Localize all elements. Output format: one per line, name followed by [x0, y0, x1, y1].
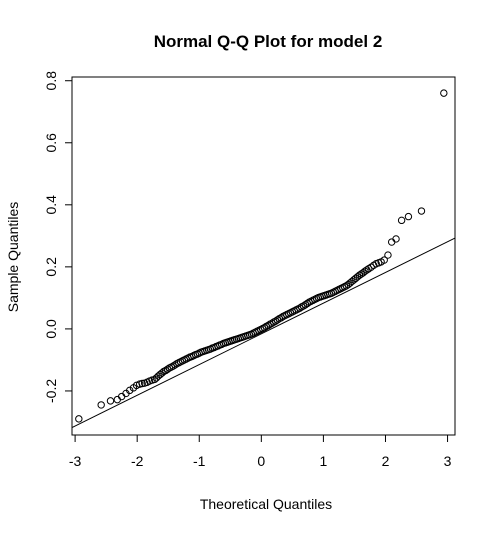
data-point — [273, 316, 282, 324]
data-point — [440, 89, 448, 97]
reference-line-group — [71, 237, 456, 428]
data-point — [384, 251, 392, 259]
x-tick-label: 3 — [444, 453, 452, 469]
x-tick-label: 1 — [320, 453, 328, 469]
data-point — [268, 319, 276, 328]
x-tick-label: -2 — [131, 453, 144, 469]
y-tick-label: 0.0 — [43, 319, 59, 339]
y-tick-label: 0.6 — [43, 133, 59, 153]
chart-title: Normal Q-Q Plot for model 2 — [154, 32, 383, 51]
data-point — [417, 207, 426, 215]
x-axis-label: Theoretical Quantiles — [200, 496, 332, 512]
data-point — [355, 271, 364, 279]
x-tick-label: 2 — [382, 453, 390, 469]
data-point — [138, 379, 146, 388]
x-axis: -3 -2 -1 0 1 2 3 — [69, 434, 452, 469]
y-tick-label: 0.8 — [43, 71, 59, 91]
data-point — [301, 301, 310, 309]
y-tick-label: 0.4 — [43, 195, 59, 215]
data-point — [397, 216, 406, 225]
x-tick-label: 0 — [257, 453, 265, 469]
data-point — [163, 365, 172, 373]
data-point — [171, 361, 179, 369]
data-point — [271, 317, 280, 325]
data-point — [380, 256, 388, 264]
y-tick-label: -0.2 — [43, 379, 59, 403]
data-point — [97, 401, 105, 409]
data-point — [404, 212, 413, 221]
sample-points — [75, 89, 448, 423]
data-point — [260, 323, 269, 332]
x-tick-label: -3 — [69, 453, 82, 469]
data-point — [75, 415, 83, 423]
data-point — [158, 369, 166, 377]
data-point — [169, 362, 177, 370]
data-point — [264, 321, 272, 330]
y-tick-label: 0.2 — [43, 257, 59, 277]
data-point — [387, 238, 396, 246]
data-point — [277, 314, 285, 322]
data-point — [106, 397, 115, 405]
reference-line — [71, 237, 456, 428]
data-point — [126, 386, 134, 395]
data-point — [296, 304, 304, 312]
data-point — [299, 302, 308, 310]
y-axis-label: Sample Quantiles — [5, 202, 21, 313]
data-point — [113, 395, 122, 404]
plot-frame — [71, 76, 456, 436]
y-axis: -0.2 0.0 0.2 0.4 0.6 0.8 — [43, 71, 73, 403]
x-tick-label: -1 — [193, 453, 206, 469]
data-point — [117, 392, 126, 401]
data-point — [162, 366, 170, 375]
data-point — [361, 267, 369, 275]
data-point — [392, 235, 400, 243]
data-point — [303, 299, 311, 308]
